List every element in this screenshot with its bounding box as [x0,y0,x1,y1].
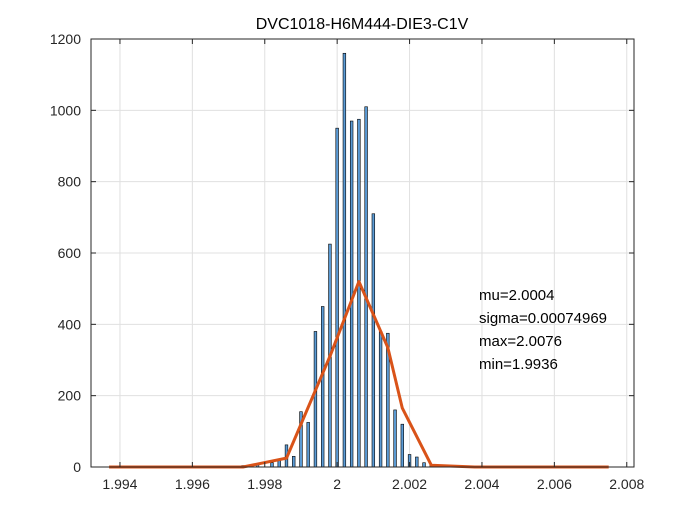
histogram-bar [321,306,325,468]
stats-annotation: mu=2.0004 sigma=0.00074969 max=2.0076 mi… [479,287,607,373]
histogram-bar [313,331,318,468]
histogram-bar [357,118,361,468]
x-tick-label: 2.008 [609,476,644,492]
histogram-bar [292,455,296,468]
axis-ticks: 1.994 1.996 1.998 2 2.002 2.004 2.006 2.008 0 200… [50,31,645,492]
histogram-bar [371,213,376,468]
x-tick-label: 2 [333,476,341,492]
y-tick-label: 400 [58,316,82,332]
annotation-min: min=1.9936 [479,356,558,373]
x-tick-label: 1.994 [102,476,137,492]
y-tick-label: 0 [73,459,81,475]
histogram-bar [393,409,397,468]
histogram-bar [422,462,426,468]
histogram-bar [378,331,383,468]
annotation-max: max=2.0076 [479,333,562,350]
x-tick-label: 1.998 [247,476,282,492]
y-tick-label: 1200 [50,31,81,47]
grid [91,38,634,468]
histogram-bar [270,462,274,468]
x-tick-label: 2.006 [537,476,572,492]
chart-title: DVC1018-H6M444-DIE3-C1V [256,16,469,33]
histogram-bar [364,106,368,468]
annotation-sigma: sigma=0.00074969 [479,310,607,327]
x-tick-label: 2.004 [464,476,499,492]
y-tick-label: 600 [58,245,82,261]
x-tick-label: 1.996 [175,476,210,492]
histogram-bar [277,460,281,468]
histogram-bar [400,423,404,468]
annotation-mu: mu=2.0004 [479,287,554,304]
y-tick-label: 200 [58,388,82,404]
histogram-bar [335,127,339,468]
histogram-bar [415,456,419,468]
y-tick-label: 1000 [50,102,81,118]
x-tick-label: 2.002 [392,476,427,492]
histogram-bar [342,52,347,468]
y-tick-label: 800 [58,174,82,190]
histogram-bar [306,422,310,468]
